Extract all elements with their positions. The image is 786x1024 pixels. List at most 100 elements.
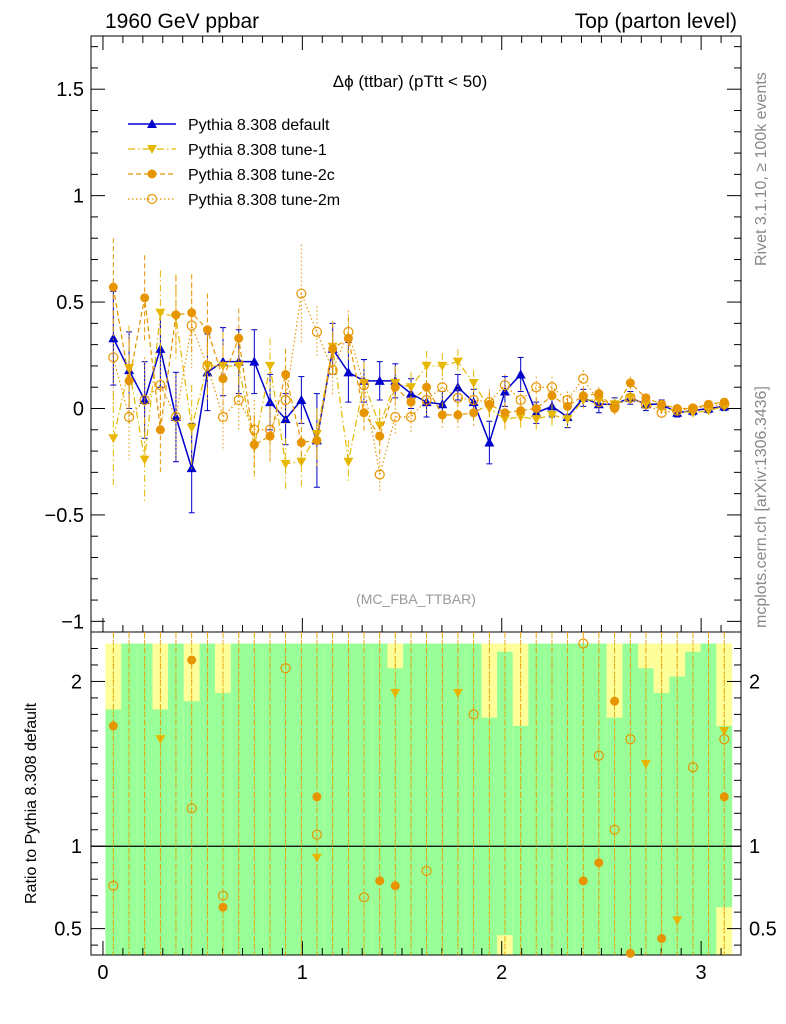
data-point (452, 357, 463, 367)
data-point (484, 399, 494, 409)
ratio-band-green (403, 643, 419, 955)
ratio-data-point (358, 892, 370, 903)
ratio-series (108, 632, 730, 958)
data-point (578, 373, 589, 384)
data-point (375, 431, 385, 441)
ratio-data-point (218, 902, 228, 912)
data-point (390, 382, 400, 392)
data-point (405, 411, 417, 423)
data-point (484, 437, 495, 447)
data-point (264, 424, 276, 435)
ratio-band-green (277, 643, 294, 955)
data-point (296, 438, 306, 448)
data-point (124, 376, 134, 386)
data-point (703, 401, 714, 412)
ratio-band-green (669, 676, 686, 955)
data-point (217, 361, 228, 371)
legend-marker (146, 193, 158, 205)
ratio-band-green (465, 643, 482, 955)
ratio-band-green (371, 643, 388, 955)
data-point (515, 369, 526, 379)
data-point (452, 392, 463, 403)
ratio-data-point (468, 709, 479, 720)
data-point (390, 411, 401, 423)
ratio-data-point (657, 934, 667, 944)
data-point (687, 403, 699, 414)
data-point (280, 394, 291, 406)
legend-marker (147, 119, 157, 128)
ratio-y-tick-label: 0.5 (54, 919, 82, 941)
ratio-data-point (186, 803, 197, 814)
ratio-band-green (136, 643, 153, 955)
main-y-tick-label: −0.5 (45, 505, 84, 527)
data-point (359, 408, 369, 418)
x-tick-label: 1 (297, 962, 308, 984)
ratio-band-green (590, 643, 607, 955)
data-point (374, 375, 385, 385)
x-tick-label: 2 (496, 962, 507, 984)
ratio-data-point (108, 721, 118, 731)
ratio-band-green (449, 643, 466, 955)
ratio-band-green (293, 643, 310, 955)
data-point (249, 356, 260, 366)
data-point (186, 320, 197, 331)
ratio-data-point (390, 881, 400, 891)
x-tick-label: 3 (696, 962, 707, 984)
ratio-data-point (625, 734, 636, 745)
ratio-band-green (575, 643, 592, 955)
data-point (108, 282, 118, 292)
data-point (453, 410, 463, 420)
data-point (593, 397, 604, 408)
data-point (155, 425, 165, 435)
ratio-uncertainty-bands (105, 643, 733, 955)
ratio-data-point (594, 858, 604, 868)
ratio-band-green (434, 643, 451, 955)
data-point (640, 399, 651, 410)
data-point (672, 405, 683, 416)
legend-label: Pythia 8.308 tune-2m (188, 192, 340, 209)
header-left-title: 1960 GeV ppbar (105, 10, 259, 33)
data-point (108, 333, 119, 343)
rivet-label: Rivet 3.1.10, ≥ 100k events (753, 72, 770, 266)
data-point (170, 411, 182, 423)
mcplots-label: mcplots.cern.ch [arXiv:1306.3436] (753, 386, 770, 628)
data-point (562, 394, 573, 406)
data-point (625, 393, 636, 403)
data-point (202, 360, 213, 372)
data-point (187, 308, 197, 318)
legend-marker (147, 169, 157, 179)
legend-label: Pythia 8.308 default (188, 117, 330, 134)
data-point (421, 394, 432, 406)
data-point (531, 404, 541, 413)
data-point (186, 423, 197, 433)
data-point (656, 407, 667, 418)
data-point (468, 394, 479, 406)
data-point (437, 361, 448, 371)
data-point (468, 378, 479, 388)
ratio-y-tick-label: 1 (71, 836, 82, 858)
main-y-tick-label: 0 (73, 399, 84, 421)
ratio-y-tick-label-right: 2 (749, 671, 760, 693)
main-axes: −1 −0.5 0 0.5 1 1.5 (45, 36, 741, 633)
data-point (484, 397, 495, 408)
data-point (155, 308, 166, 318)
data-point (594, 389, 604, 399)
ratio-data-point (311, 829, 323, 840)
data-point (531, 382, 542, 393)
data-point (578, 391, 588, 401)
data-point (657, 399, 667, 409)
ratio-series-pythia-8-308-tune-2m (108, 632, 730, 955)
data-point (296, 394, 307, 404)
series-pythia-8-308-tune-1 (108, 270, 730, 503)
data-point (609, 401, 620, 412)
ratio-band-green (356, 643, 372, 955)
data-point (234, 333, 244, 343)
ratio-data-point (421, 865, 432, 877)
ratio-y-tick-label-right: 0.5 (749, 919, 777, 941)
header-right-title: Top (parton level) (575, 10, 737, 33)
ratio-data-point (687, 762, 699, 773)
ratio-band-green (559, 643, 576, 955)
data-point (327, 365, 338, 376)
data-point (500, 408, 510, 418)
data-point (139, 394, 150, 406)
